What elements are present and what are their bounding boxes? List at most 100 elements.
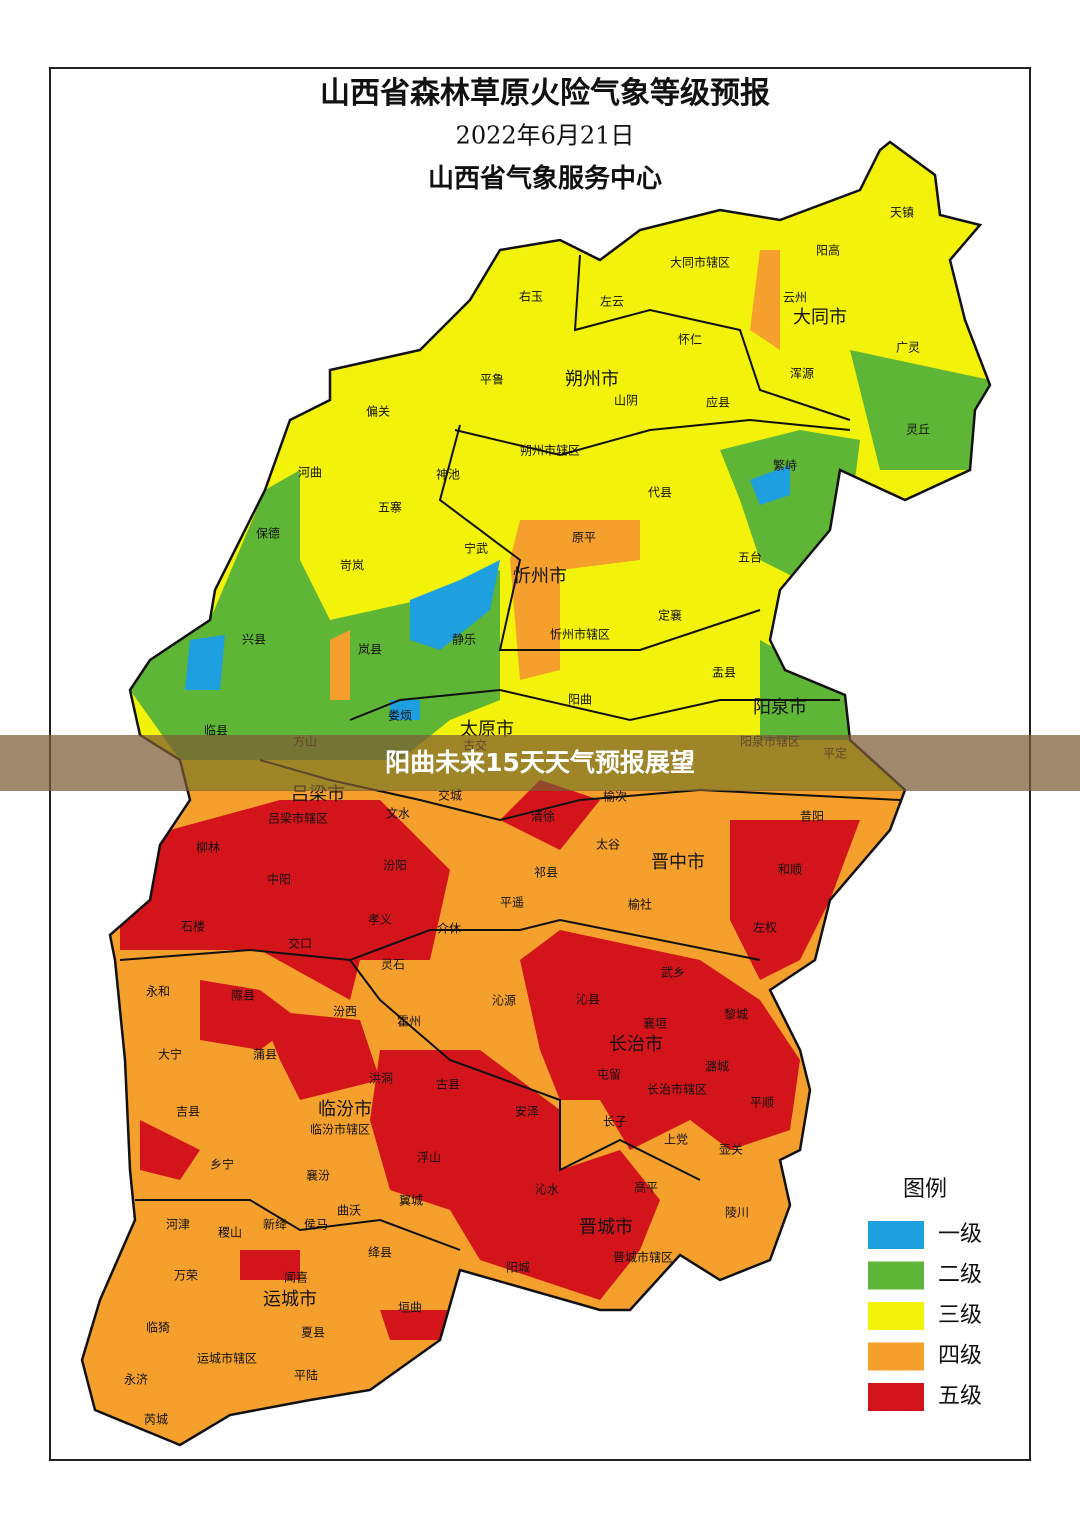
county-label: 孝义: [368, 913, 392, 927]
legend-swatch: [868, 1302, 924, 1330]
county-label: 沁县: [576, 993, 600, 1007]
county-label: 太谷: [596, 837, 620, 852]
county-label: 临猗: [146, 1321, 170, 1335]
county-label: 应县: [706, 395, 730, 410]
county-label: 榆次: [603, 789, 627, 804]
county-label: 襄垣: [643, 1016, 667, 1031]
city-label: 大同市: [793, 307, 847, 328]
county-label: 高平: [634, 1180, 658, 1195]
county-label: 临汾市辖区: [310, 1122, 370, 1137]
county-label: 石楼: [181, 919, 205, 934]
county-label: 代县: [648, 486, 672, 500]
city-label: 晋中市: [651, 852, 705, 873]
county-label: 长治市辖区: [647, 1082, 707, 1097]
county-label: 霍州: [397, 1015, 421, 1029]
legend-label: 五级: [938, 1384, 982, 1409]
county-label: 稷山: [218, 1226, 242, 1240]
county-label: 洪洞: [369, 1072, 393, 1086]
county-label: 偏关: [366, 404, 390, 419]
map-agency: 山西省气象服务中心: [428, 163, 662, 194]
county-label: 新绛: [263, 1217, 287, 1232]
county-label: 保德: [256, 526, 280, 541]
county-label: 平顺: [750, 1096, 774, 1110]
risk-patch: [240, 1250, 300, 1280]
county-label: 汾阳: [383, 859, 407, 873]
risk-patch: [120, 800, 450, 1000]
county-label: 神池: [436, 468, 460, 482]
risk-patch: [510, 520, 640, 680]
banner-bg: [0, 735, 1080, 791]
county-label: 天镇: [890, 206, 914, 220]
county-label: 永济: [124, 1372, 148, 1387]
county-label: 黎城: [724, 1008, 748, 1022]
city-borders: [119, 254, 901, 1251]
county-label: 灵丘: [906, 423, 930, 437]
map-date: 2022年6月21日: [456, 122, 635, 150]
risk-patch: [185, 635, 225, 690]
risk-patch: [370, 1050, 660, 1300]
legend-label: 二级: [938, 1263, 982, 1288]
legend-swatch: [868, 1261, 924, 1290]
county-label: 上党: [664, 1132, 688, 1147]
county-label: 武乡: [661, 966, 685, 980]
risk-patch: [130, 470, 500, 760]
county-label: 右玉: [519, 289, 543, 304]
county-label: 陵川: [725, 1206, 749, 1220]
county-label: 临县: [204, 724, 228, 738]
county-label: 五寨: [378, 500, 402, 515]
city-label: 运城市: [263, 1289, 317, 1310]
banner-text: 阳曲未来15天天气预报展望: [385, 748, 695, 777]
county-label: 晋城市辖区: [613, 1250, 673, 1265]
county-label: 盂县: [712, 666, 736, 680]
county-label: 河曲: [298, 466, 322, 480]
county-label: 文水: [386, 806, 410, 821]
risk-patch: [380, 1310, 450, 1340]
county-label: 乡宁: [210, 1157, 234, 1172]
county-label: 祁县: [534, 865, 558, 880]
county-label: 古县: [436, 1077, 460, 1092]
county-label: 阳高: [816, 243, 840, 258]
risk-patch: [410, 560, 500, 650]
risk-patch: [390, 700, 420, 720]
county-label: 芮城: [144, 1413, 168, 1427]
risk-patch: [330, 630, 350, 700]
county-label: 平陆: [294, 1368, 318, 1383]
county-label: 繁峙: [773, 458, 797, 473]
city-label: 忻州市: [513, 566, 567, 587]
city-label: 临汾市: [318, 1099, 372, 1120]
legend-label: 四级: [938, 1344, 982, 1369]
province-outline: [80, 140, 992, 1447]
county-label: 岢岚: [340, 559, 364, 573]
county-label: 清徐: [531, 809, 555, 824]
county-label: 柳林: [196, 841, 220, 855]
county-label: 宁武: [464, 541, 488, 556]
county-label: 万荣: [174, 1269, 198, 1283]
county-label: 平鲁: [480, 373, 504, 387]
county-label: 静乐: [452, 633, 476, 647]
county-label: 原平: [572, 531, 596, 545]
county-label: 和顺: [778, 863, 802, 877]
city-label: 晋城市: [579, 1217, 633, 1238]
county-label: 蒲县: [253, 1048, 277, 1062]
county-label: 云州: [783, 291, 807, 305]
county-label: 广灵: [896, 341, 920, 355]
county-label: 朔州市辖区: [520, 443, 580, 458]
legend-label: 一级: [938, 1222, 982, 1247]
county-label: 吉县: [176, 1105, 200, 1119]
county-label: 安泽: [515, 1104, 539, 1119]
legend-label: 三级: [938, 1303, 982, 1328]
legend-swatch: [868, 1383, 924, 1411]
county-label: 岚县: [358, 643, 382, 657]
county-label: 侯马: [304, 1218, 328, 1232]
county-label: 永和: [146, 985, 170, 999]
county-label: 昔阳: [800, 810, 824, 824]
county-label: 沁源: [492, 994, 516, 1008]
county-label: 大宁: [158, 1047, 182, 1062]
risk-patch: [750, 465, 790, 505]
county-label: 五台: [738, 550, 762, 565]
county-label: 平遥: [500, 896, 524, 910]
city-label: 长治市: [609, 1034, 663, 1055]
county-label: 兴县: [242, 633, 266, 647]
